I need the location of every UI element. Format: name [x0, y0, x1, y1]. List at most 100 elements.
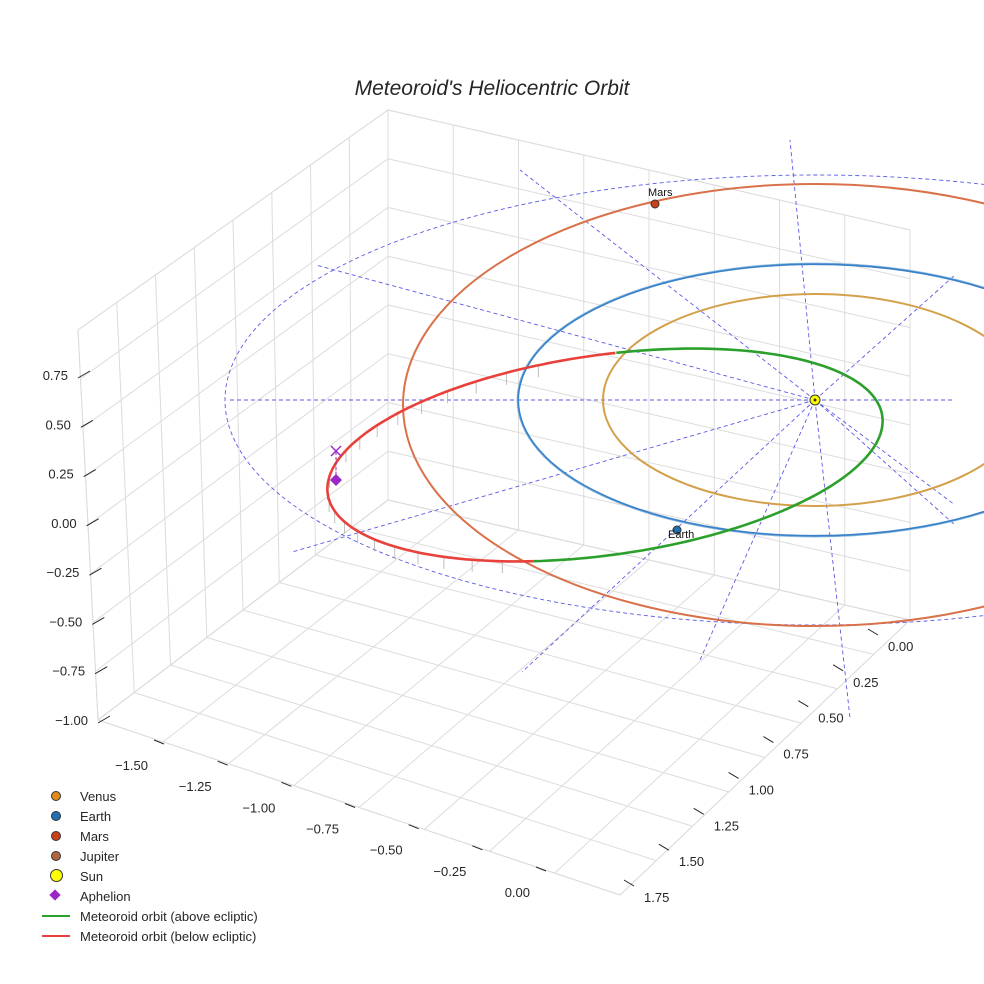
- legend: Venus Earth Mars Jupiter Sun Aphelion Meteoroi…: [40, 786, 258, 946]
- y-tick: [798, 700, 809, 708]
- z-tick: [80, 419, 94, 428]
- z-tick-label: 0.75: [43, 368, 68, 383]
- grid-line: [90, 353, 389, 575]
- x-tick-label: −1.25: [179, 779, 212, 794]
- x-tick-label: 0.00: [505, 885, 530, 900]
- grid-line: [87, 304, 389, 526]
- legend-swatch: [40, 866, 72, 886]
- legend-label: Earth: [80, 808, 112, 824]
- grid-line: [554, 604, 846, 874]
- y-tick-label: 0.75: [783, 747, 808, 762]
- grid-line: [97, 499, 389, 721]
- x-tick: [217, 760, 228, 766]
- z-tick-label: −0.50: [49, 614, 82, 629]
- grid-line: [242, 609, 766, 758]
- mars-marker: [650, 199, 660, 209]
- x-tick: [153, 739, 165, 745]
- x-tick-label: −0.75: [306, 822, 339, 837]
- aphelion-marker: [330, 474, 342, 486]
- reference-line: [315, 264, 816, 401]
- meteoroid-orbit-above: [533, 347, 884, 563]
- x-tick-label: −0.25: [433, 864, 466, 879]
- reference-line: [519, 169, 816, 401]
- legend-item: Venus: [40, 786, 258, 806]
- venus-orbit: [602, 293, 984, 507]
- y-tick-label: 1.00: [749, 782, 774, 797]
- legend-swatch: [40, 826, 72, 846]
- grid-line: [271, 192, 280, 583]
- grid-line: [348, 137, 353, 528]
- x-tick-label: −1.50: [115, 758, 148, 773]
- x-tick: [344, 803, 356, 808]
- earth-marker: [672, 525, 682, 535]
- legend-item: Earth: [40, 806, 258, 826]
- legend-label: Mars: [80, 828, 109, 844]
- z-tick-label: 0.00: [51, 516, 76, 531]
- legend-label: Venus: [80, 788, 117, 804]
- grid-line: [619, 619, 911, 896]
- x-tick: [535, 866, 547, 872]
- z-tick: [97, 715, 111, 724]
- legend-label: Meteoroid orbit (below ecliptic): [80, 928, 257, 944]
- y-tick-label: 1.25: [714, 818, 739, 833]
- z-tick: [77, 370, 91, 379]
- x-axis: −1.50 −1.25 −1.00 −0.75 −0.50 −0.25 0.00: [115, 739, 547, 900]
- y-axis: 0.00 0.25 0.50 0.75 1.00 1.25 1.50 1.75: [623, 628, 913, 905]
- reference-line: [521, 399, 816, 673]
- earth-orbit: [516, 262, 984, 538]
- grid-line: [387, 402, 911, 523]
- meteoroid-orbit-below: [326, 351, 616, 563]
- legend-label: Meteoroid orbit (above ecliptic): [80, 908, 258, 924]
- legend-swatch: [40, 906, 72, 926]
- legend-swatch: [40, 846, 72, 866]
- z-tick: [86, 518, 99, 527]
- y-tick-label: 0.50: [818, 711, 843, 726]
- y-tick-label: 1.50: [679, 854, 704, 869]
- grid-line: [351, 527, 874, 655]
- legend-item: Jupiter: [40, 846, 258, 866]
- sun-center: [813, 398, 817, 402]
- reference-line: [814, 399, 851, 719]
- mars-orbit: [402, 183, 984, 627]
- legend-swatch: [40, 806, 72, 826]
- ecliptic-reference-grid: [228, 139, 956, 719]
- y-tick: [693, 807, 704, 815]
- x-tick: [281, 781, 292, 787]
- legend-item: Sun: [40, 866, 258, 886]
- z-tick: [83, 469, 96, 478]
- earth-label: Earth: [668, 529, 694, 541]
- grid-line: [489, 589, 780, 852]
- y-tick-label: 0.00: [888, 639, 913, 654]
- legend-label: Aphelion: [80, 888, 131, 904]
- grid-line: [387, 499, 911, 621]
- aphelion-x-marker: [330, 445, 342, 457]
- grid-line: [387, 450, 911, 572]
- y-tick-label: 1.75: [644, 890, 669, 905]
- legend-label: Jupiter: [80, 848, 120, 864]
- reference-line: [699, 399, 816, 661]
- grid-line: [95, 450, 389, 672]
- reference-line: [814, 399, 956, 506]
- x-tick-label: −1.00: [242, 800, 275, 815]
- y-tick: [728, 771, 739, 779]
- legend-item: Meteoroid orbit (above ecliptic): [40, 906, 258, 926]
- x-tick: [472, 845, 483, 851]
- legend-swatch: [40, 886, 72, 906]
- grid-lines: [77, 109, 911, 896]
- mars-label: Mars: [648, 187, 673, 199]
- grid-line: [92, 402, 389, 623]
- y-tick: [832, 664, 844, 672]
- grid-line: [310, 164, 316, 556]
- legend-item: Aphelion: [40, 886, 258, 906]
- x-tick-label: −0.50: [370, 843, 403, 858]
- grid-line: [279, 582, 802, 724]
- y-tick: [763, 736, 774, 744]
- y-tick-label: 0.25: [853, 675, 878, 690]
- chart-title: Meteoroid's Heliocentric Orbit: [355, 77, 631, 100]
- legend-swatch: [40, 786, 72, 806]
- z-tick-label: 0.25: [48, 467, 73, 482]
- z-tick-label: −0.75: [52, 664, 85, 679]
- legend-label: Sun: [80, 868, 104, 884]
- y-tick: [658, 843, 670, 851]
